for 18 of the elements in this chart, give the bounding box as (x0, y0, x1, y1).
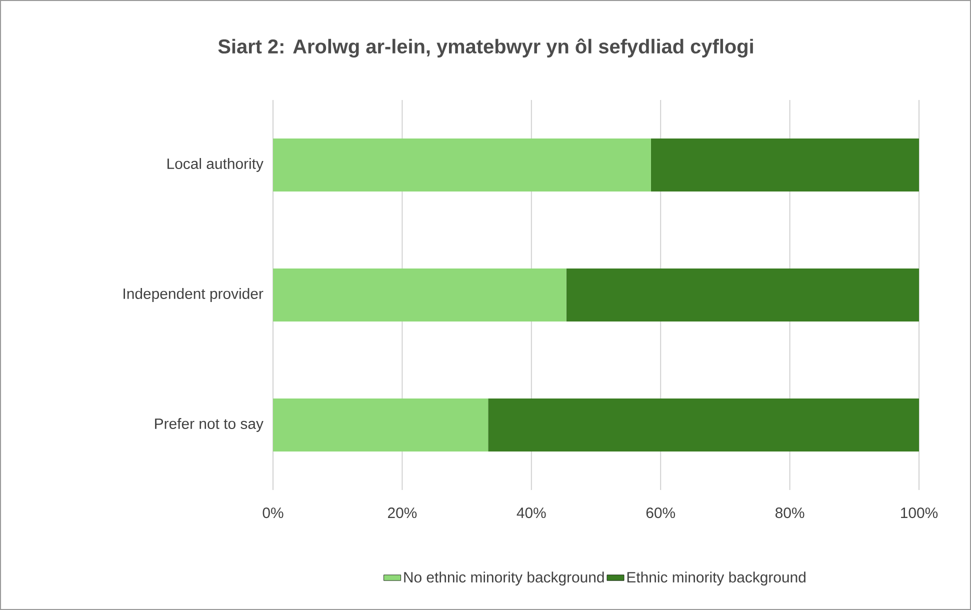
x-tick-label: 0% (262, 508, 284, 518)
bar (650, 138, 920, 192)
bar (273, 398, 488, 452)
bar (566, 268, 920, 322)
x-tick-label: 100% (901, 508, 938, 518)
y-tick-label: Local authority (168, 158, 264, 172)
bar (273, 268, 566, 322)
x-tick-label: 60% (646, 508, 676, 518)
x-tick-label: 80% (776, 508, 804, 518)
x-tick-label: 20% (388, 508, 417, 518)
bar (488, 398, 920, 452)
chart-title: Siart 2: Arolwg ar-lein, ymatebwyr yn ôl sefydliad cyflogi (218, 38, 753, 58)
legend-label: No ethnic minority background (404, 572, 604, 586)
y-tick-label: Prefer not to say (155, 418, 264, 432)
x-tick-label: 40% (516, 508, 546, 518)
legend-label: Ethnic minority background (627, 572, 806, 586)
bar (273, 138, 651, 192)
y-tick-label: Independent provider (124, 288, 264, 302)
